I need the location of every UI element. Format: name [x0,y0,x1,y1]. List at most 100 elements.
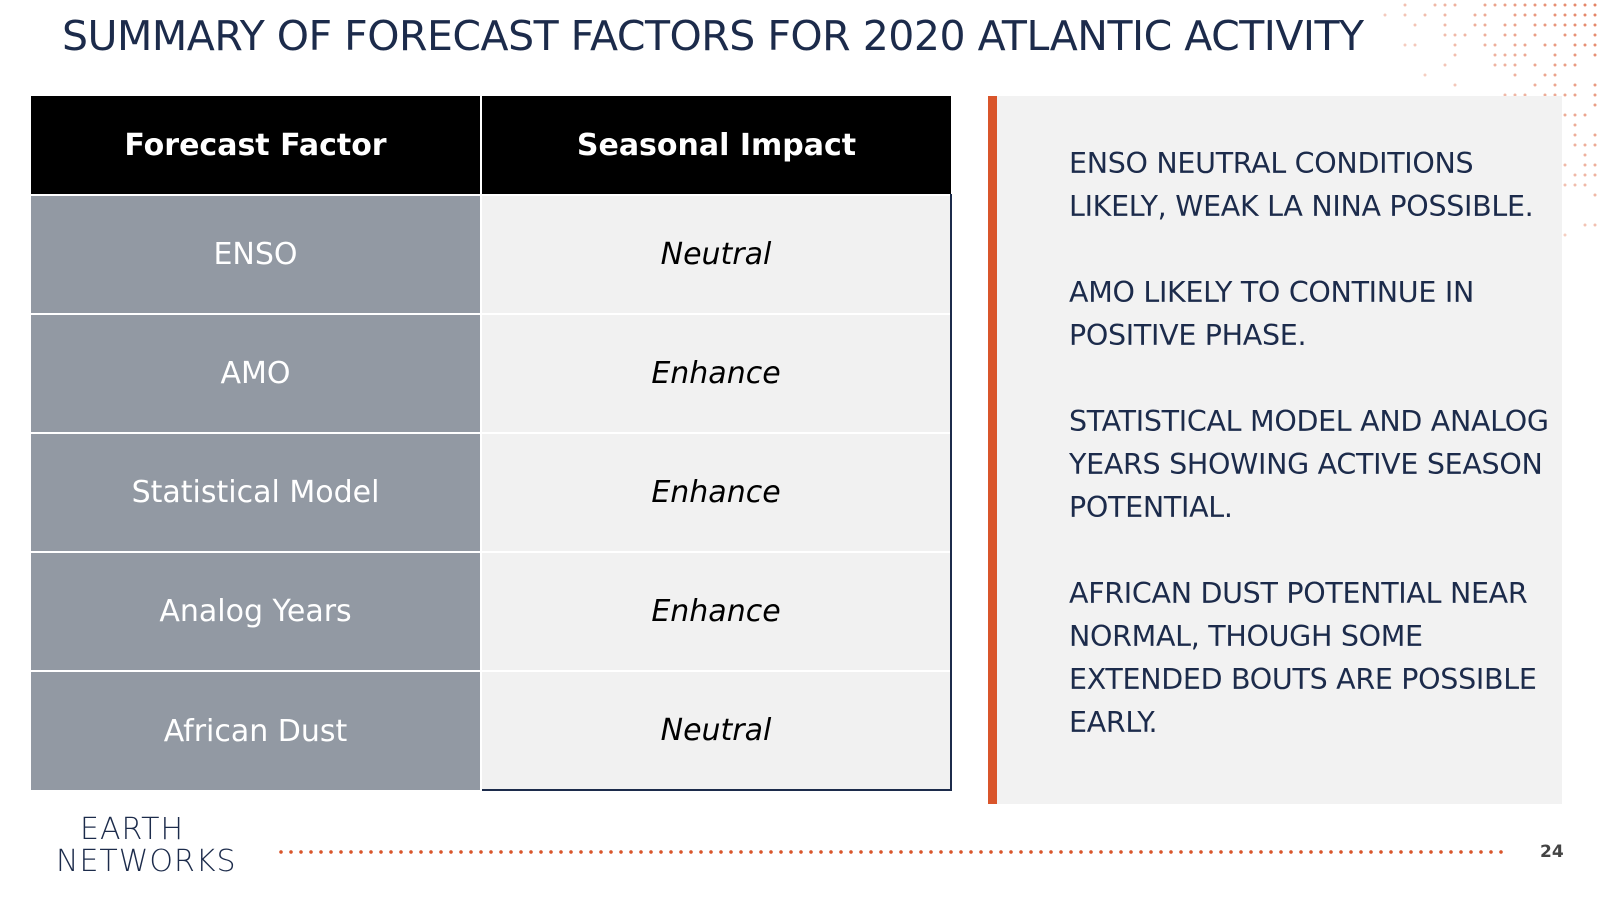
note-item: AMO LIKELY TO CONTINUE IN POSITIVE PHASE… [1069,276,1474,352]
decorative-dot [1513,63,1517,67]
decorative-dot [1553,23,1557,27]
decorative-dot [1503,53,1507,57]
note-item: ENSO NEUTRAL CONDITIONS LIKELY, WEAK LA … [1069,147,1534,223]
decorative-dot [1493,3,1497,7]
decorative-dot [1533,3,1537,7]
decorative-dot [1483,13,1487,17]
decorative-dot [1563,63,1567,67]
decorative-dot [1503,63,1507,67]
decorative-dot [1563,13,1567,17]
logo-line-earth: EARTH [80,812,185,847]
decorative-dot [1533,83,1537,87]
decorative-dot [1513,33,1517,37]
decorative-dot [1493,43,1497,47]
decorative-dot [1533,13,1537,17]
decorative-dot [1563,33,1567,37]
decorative-dot [1573,123,1577,127]
decorative-dot [1493,53,1497,57]
decorative-dot [1403,3,1407,7]
logo-line-networks: NETWORKS [56,844,237,879]
impact-cell: Enhance [481,551,952,671]
decorative-dot [1423,13,1427,17]
decorative-dot [1593,83,1597,87]
decorative-dot [1443,3,1447,7]
decorative-dot [1573,33,1577,37]
decorative-dot [1453,53,1457,57]
decorative-dot [1593,173,1597,177]
decorative-dot [1523,53,1527,57]
decorative-dot [1453,43,1457,47]
decorative-dot [1583,13,1587,17]
decorative-dot [1573,53,1577,57]
decorative-dot [1443,23,1447,27]
decorative-dot [1503,33,1507,37]
table-row: AMO Enhance [31,313,952,433]
factor-cell: African Dust [31,670,482,790]
decorative-dot [1573,83,1577,87]
decorative-dot [1573,23,1577,27]
decorative-dot [1453,83,1457,87]
slide-title: SUMMARY OF FORECAST FACTORS FOR 2020 ATL… [62,12,1364,60]
decorative-dot [1403,43,1407,47]
decorative-dot [1563,163,1567,167]
decorative-dot [1583,113,1587,117]
decorative-dot [1573,13,1577,17]
decorative-dot [1573,143,1577,147]
table-row: Statistical Model Enhance [31,432,952,552]
decorative-dot [1513,13,1517,17]
decorative-dot [1513,3,1517,7]
decorative-dot [1583,3,1587,7]
decorative-dot [1523,43,1527,47]
table-row: Analog Years Enhance [31,551,952,671]
factor-cell: ENSO [31,194,482,314]
table-row: African Dust Neutral [31,670,952,791]
decorative-dot [1563,23,1567,27]
decorative-dot [1573,93,1577,97]
decorative-dot [1433,3,1437,7]
page-number: 24 [1540,842,1564,862]
decorative-dot [1583,183,1587,187]
decorative-dot [1533,33,1537,37]
decorative-dot [1523,3,1527,7]
decorative-dot [1593,103,1597,107]
decorative-dot [1543,93,1547,97]
decorative-dot [1513,93,1517,97]
decorative-dot [1493,63,1497,67]
factor-cell: Statistical Model [31,432,482,552]
decorative-dot [1443,63,1447,67]
table-header-row: Forecast Factor Seasonal Impact [31,96,951,195]
decorative-dot [1573,183,1577,187]
header-seasonal-impact: Seasonal Impact [481,96,951,195]
decorative-dot [1523,13,1527,17]
decorative-dot [1573,133,1577,137]
decorative-dot [1533,23,1537,27]
decorative-dot [1513,43,1517,47]
decorative-dot [1443,13,1447,17]
decorative-dot [1503,93,1507,97]
decorative-dot [1513,73,1517,77]
decorative-dot [1543,43,1547,47]
decorative-dot [1553,83,1557,87]
decorative-dot [1563,183,1567,187]
decorative-dot [1583,143,1587,147]
impact-cell: Neutral [481,670,952,791]
decorative-dot [1563,233,1567,237]
decorative-dot [1383,13,1387,17]
decorative-dot [1593,53,1597,57]
factor-cell: Analog Years [31,551,482,671]
notes-list: ENSO NEUTRAL CONDITIONS LIKELY, WEAK LA … [997,96,1562,744]
impact-cell: Neutral [481,194,952,314]
decorative-dot [1593,33,1597,37]
forecast-factor-table: Forecast Factor Seasonal Impact ENSO Neu… [31,96,952,791]
decorative-dot [1573,113,1577,117]
decorative-dot [1543,73,1547,77]
decorative-dot [1453,3,1457,7]
decorative-dot [1583,223,1587,227]
decorative-dot [1513,23,1517,27]
decorative-dot [1593,23,1597,27]
decorative-dot [1483,3,1487,7]
decorative-dot [1443,33,1447,37]
decorative-dot [1583,23,1587,27]
decorative-dot [1413,23,1417,27]
